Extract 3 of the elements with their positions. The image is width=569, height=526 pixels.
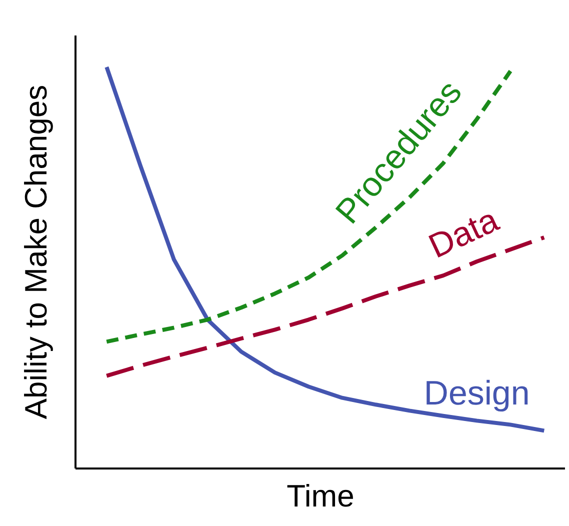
series-label: Design (424, 374, 530, 413)
y-axis-title: Ability to Make Changes (18, 84, 54, 420)
x-axis-title: Time (286, 478, 354, 514)
